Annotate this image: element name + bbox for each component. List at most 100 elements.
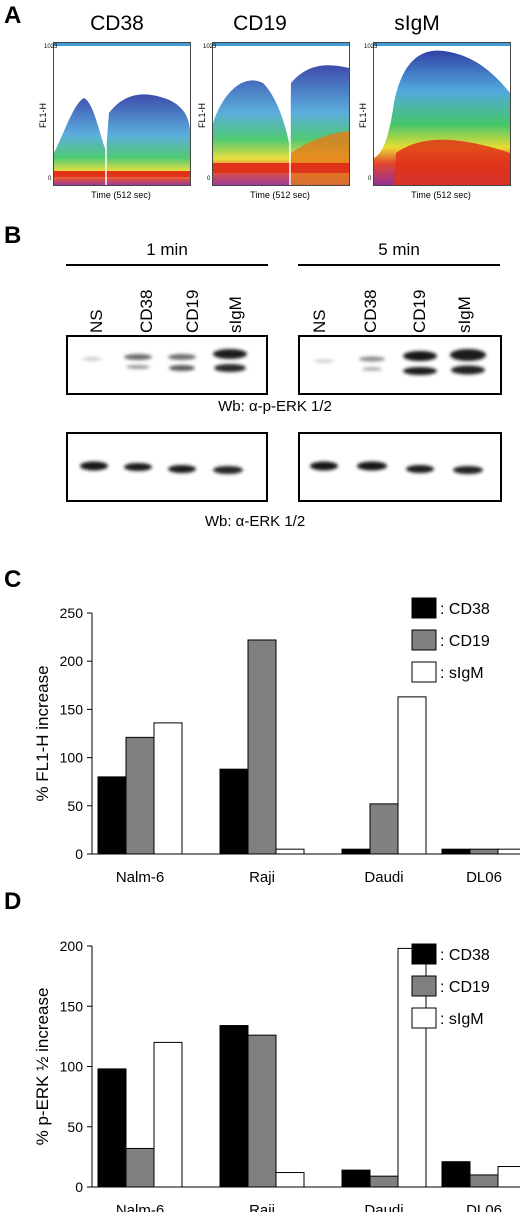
legend-swatch [411,943,437,965]
bar [125,1147,155,1188]
blot-label-p-erk: Wb: α-p-ERK 1/2 [218,398,332,415]
lane-label: sIgM [226,296,245,333]
y-tick-label: 150 [60,998,84,1014]
bar [469,848,499,855]
flow-density-svg [54,43,190,185]
bar [153,722,183,855]
flow-ytick-top: 1023 [203,44,217,50]
bar [441,848,471,855]
legend-swatch [411,661,437,683]
y-tick-label: 0 [75,846,83,862]
bar [369,803,399,855]
panel-letter-c: C [4,566,22,593]
lane-label: CD19 [410,289,429,333]
time-label-1min: 1 min [146,240,188,259]
flow-ylabel: FL1-H [197,102,207,128]
bar [247,639,277,855]
bar [397,696,427,855]
category-label: Raji [249,1202,275,1212]
flow-density-svg [213,43,349,185]
y-axis-label: % FL1-H increase [33,665,52,801]
bar [97,1068,127,1188]
flow-ytick-top: 1023 [44,44,58,50]
flow-ytick-bottom: 0 [207,176,211,182]
blot-bands [310,461,483,474]
lane-label: NS [87,309,106,333]
lane-label: CD38 [361,289,380,333]
bar [441,1161,471,1188]
blot-p-erk-5min [298,335,502,395]
blot-bands [82,349,247,372]
y-tick-label: 50 [67,1119,83,1135]
y-tick-label: 150 [60,701,84,717]
blot-erk-5min [298,432,502,502]
y-tick-label: 50 [67,798,83,814]
legend-swatch [411,975,437,997]
time-label-5min: 5 min [378,240,420,259]
bar [497,1166,520,1188]
flow-xlabel: Time (512 sec) [250,190,310,200]
category-label: Daudi [364,1202,403,1212]
flow-density-plot [212,42,350,186]
legend-label: : CD38 [440,601,490,618]
y-tick-label: 100 [60,750,84,766]
legend-label: : CD19 [440,979,490,996]
panel-letter-d: D [4,888,22,915]
y-tick-label: 250 [60,605,84,621]
bar-chart-p-erk: 0 50 100 150 200 % p-ERK ½ increase Nalm-6 Raji… [33,938,520,1212]
bar [219,1025,249,1188]
bar [275,1172,305,1188]
bar [341,1169,371,1188]
flow-density-plot [373,42,511,186]
flow-ytick-bottom: 0 [368,176,372,182]
bar [341,848,371,855]
blot-erk-1min [66,432,268,502]
flow-title: CD19 [233,12,287,35]
time-bracket-1min [66,264,268,266]
flow-xlabel: Time (512 sec) [411,190,471,200]
category-label: DL06 [466,869,502,886]
lane-label: CD19 [183,289,202,333]
legend-swatch [411,1007,437,1029]
legend-swatch [411,629,437,651]
legend-label: : CD38 [440,947,490,964]
legend-label: : CD19 [440,633,490,650]
category-label: Nalm-6 [116,869,164,886]
y-tick-label: 0 [75,1179,83,1195]
flow-density-svg [374,43,510,185]
panel-letter-b: B [4,222,22,249]
legend-label: : sIgM [440,665,484,682]
flow-xlabel: Time (512 sec) [91,190,151,200]
bar [275,848,305,855]
bar [469,1174,499,1188]
bar [497,848,520,855]
flow-title: CD38 [90,12,144,35]
flow-title: sIgM [394,12,440,35]
flow-ylabel: FL1-H [358,102,368,128]
category-label: Nalm-6 [116,1202,164,1212]
panel-letter-a: A [4,2,22,29]
bar [369,1175,399,1188]
y-tick-label: 100 [60,1059,84,1075]
lane-label: sIgM [455,296,474,333]
blot-label-erk: Wb: α-ERK 1/2 [204,513,306,530]
category-label: Daudi [364,869,403,886]
lane-label: NS [310,309,329,333]
bar [125,736,155,855]
blot-p-erk-1min [66,335,268,395]
blot-bands [80,461,243,474]
flow-ytick-bottom: 0 [48,176,52,182]
category-label: DL06 [466,1202,502,1212]
bar-chart-fl1h: 0 50 100 150 200 250 % FL1-H increase Nalm-6 Raj… [33,597,520,886]
y-tick-label: 200 [60,653,84,669]
blot-bands [314,349,486,375]
flow-ylabel: FL1-H [38,102,48,128]
flow-ytick-top: 1023 [364,44,378,50]
bar [153,1041,183,1188]
legend-label: : sIgM [440,1011,484,1028]
y-axis-label: % p-ERK ½ increase [33,988,52,1146]
category-label: Raji [249,869,275,886]
bar [97,776,127,855]
flow-density-plot [53,42,191,186]
bar [219,768,249,855]
